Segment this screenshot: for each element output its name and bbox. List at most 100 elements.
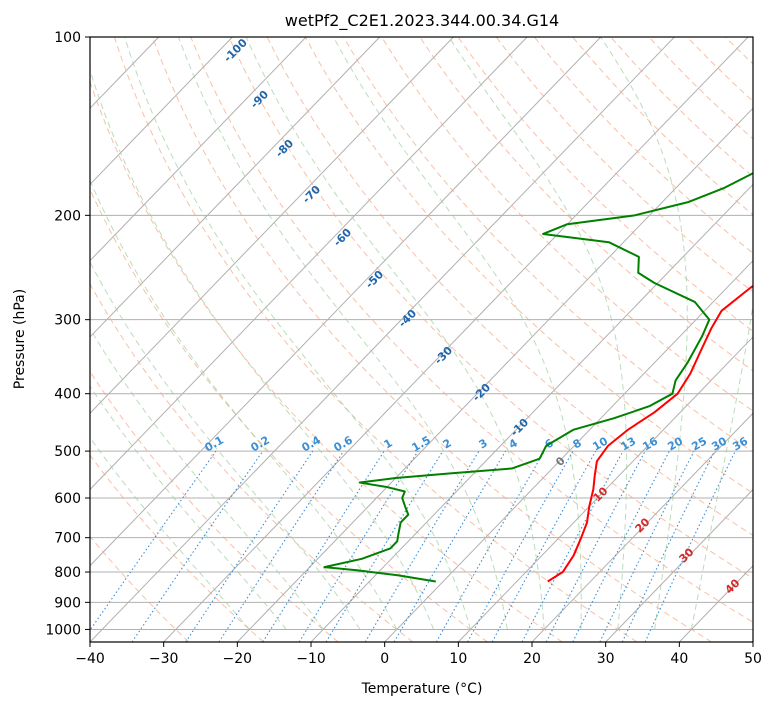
x-tick-label: 30: [597, 651, 615, 667]
isotherm-line: [457, 336, 753, 642]
dry-adiabat: [113, 37, 638, 642]
mixing-ratio-label: 20: [665, 434, 685, 453]
dry-adiabat-label: -70: [300, 183, 323, 206]
isotherm-line: [236, 107, 753, 642]
y-tick-label: 200: [54, 208, 81, 224]
mixing-ratio-label: 36: [730, 434, 750, 453]
mixing-ratio-label: 25: [689, 435, 709, 454]
dry-adiabat: [419, 37, 753, 372]
dry-adiabat: [90, 283, 414, 642]
dry-adiabat: [152, 37, 712, 642]
isotherm-line: [90, 37, 454, 414]
mixing-ratio-line: [467, 450, 574, 642]
isotherm-line: [90, 37, 307, 262]
moist-adiabat: [90, 68, 435, 630]
x-tick-label: 20: [523, 651, 541, 667]
isotherm-line: [310, 183, 753, 642]
mixing-ratio-line: [545, 450, 646, 642]
dry-adiabat: [763, 37, 775, 642]
temperature-profile-line: [547, 284, 753, 583]
isotherm-line: [384, 259, 753, 642]
mixing-ratio-line: [435, 450, 545, 642]
x-tick-label: 50: [744, 651, 762, 667]
mixing-ratio-label: 1: [382, 436, 395, 451]
plot-frame: [89, 36, 754, 643]
y-tick-label: 500: [54, 444, 81, 460]
x-tick-label: −10: [296, 651, 326, 667]
x-tick-label: −20: [223, 651, 253, 667]
isotherm-line: [752, 641, 753, 642]
y-tick-label: 600: [54, 491, 81, 507]
x-tick-label: −30: [149, 651, 179, 667]
dry-adiabat: [90, 535, 190, 642]
mixing-ratio-line: [90, 450, 217, 632]
x-tick-label: 10: [449, 651, 467, 667]
mixing-ratio-line: [325, 450, 444, 642]
mixing-ratio-label: 3: [477, 436, 490, 451]
moist-adiabat: [124, 37, 471, 630]
dry-adiabat: [495, 37, 753, 293]
mixing-ratio-label: 13: [618, 435, 638, 454]
isotherm-line: [90, 37, 528, 491]
dry-adiabat: [343, 37, 753, 453]
moist-adiabat: [332, 37, 582, 630]
y-tick-label: 900: [54, 595, 81, 611]
mixing-ratio-label: 4: [507, 436, 520, 451]
x-axis-label: Temperature (°C): [361, 681, 483, 697]
dry-adiabat-label: -50: [363, 268, 386, 291]
dry-adiabat: [457, 37, 753, 332]
mixing-ratio-line: [572, 450, 670, 642]
mixing-ratio-line: [621, 450, 716, 642]
moist-adiabat-label: 20: [633, 515, 653, 535]
isotherm-line: [531, 412, 753, 642]
mixing-ratio-label: 8: [571, 436, 584, 451]
mixing-ratio-label: 10: [590, 434, 610, 453]
x-tick-label: −40: [75, 651, 105, 667]
dewpoint-profile-line: [323, 171, 753, 583]
moist-adiabat: [245, 37, 545, 630]
x-tick-label: 40: [670, 651, 688, 667]
mixing-ratio-line: [491, 450, 597, 642]
moist-adiabat: [90, 261, 361, 630]
dry-adiabat-label: -80: [273, 137, 296, 160]
dry-adiabat: [90, 370, 339, 642]
isotherm-line: [90, 37, 675, 642]
dry-adiabat-label: -100: [221, 36, 250, 65]
dry-adiabat-label: -90: [248, 88, 271, 111]
moist-adiabat: [600, 37, 688, 630]
dry-adiabat-label: -10: [508, 416, 531, 439]
y-tick-label: 700: [54, 531, 81, 547]
y-tick-label: 100: [54, 30, 81, 46]
plot-area: 0.1 0.2 0.4 0.6 1 1.5 2 3 4 6 8 10 13 16 20 25 30 36-100-…: [90, 36, 775, 642]
dry-adiabat: [90, 80, 563, 642]
dry-adiabat-label: -40: [396, 307, 419, 330]
moist-adiabat-label: 0: [553, 454, 568, 469]
moist-adiabat: [178, 37, 508, 630]
dry-adiabat: [90, 188, 488, 642]
dry-adiabat: [190, 37, 753, 623]
dry-adiabat: [90, 454, 264, 642]
mixing-ratio-line: [131, 450, 264, 642]
y-tick-label: 300: [54, 313, 81, 329]
isotherm-line: [90, 37, 602, 567]
isotherm-line: [90, 37, 233, 186]
y-tick-label: 1000: [45, 622, 81, 638]
isotherm-line: [90, 37, 381, 338]
mixing-ratio-line: [393, 450, 507, 642]
mixing-ratio-line: [262, 450, 385, 642]
mixing-ratio-line: [218, 450, 345, 642]
moist-adiabat-label: 30: [677, 545, 697, 565]
dry-adiabat-label: -20: [470, 381, 493, 404]
moist-adiabat: [90, 327, 324, 630]
isotherm-line: [163, 37, 749, 642]
chart-title: wetPf2_C2E1.2023.344.00.34.G14: [285, 11, 559, 31]
x-tick-label: 0: [380, 651, 389, 667]
moist-adiabat: [90, 179, 398, 630]
mixing-ratio-line: [644, 450, 736, 642]
moist-adiabat: [90, 436, 250, 630]
y-tick-label: 400: [54, 387, 81, 403]
moist-adiabat: [690, 302, 753, 630]
